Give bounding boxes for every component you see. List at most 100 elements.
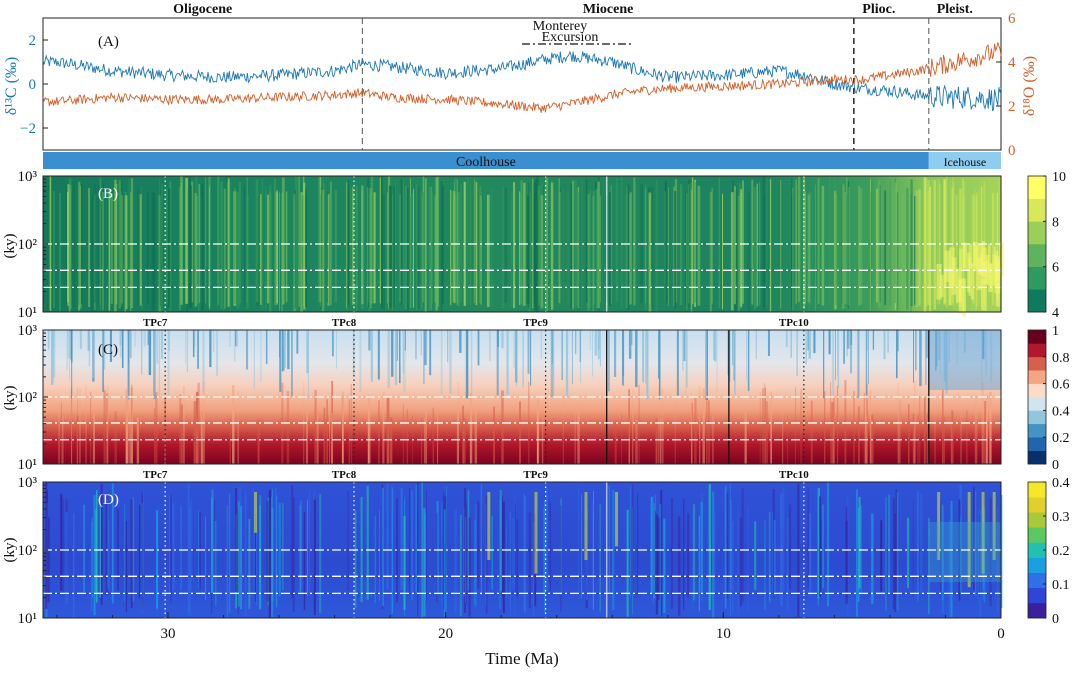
- heatmap-stripe: [989, 391, 992, 464]
- heatmap-stripe: [139, 194, 143, 306]
- heatmap-stripe: [707, 400, 710, 464]
- heatmap-stripe: [785, 330, 788, 348]
- heatmap-stripe: [629, 486, 632, 597]
- heatmap-stripe: [685, 193, 688, 310]
- heatmap-stripe: [230, 182, 232, 312]
- heatmap-stripe: [111, 483, 114, 604]
- heatmap-stripe: [194, 193, 197, 307]
- heatmap-stripe: [346, 181, 348, 309]
- heatmap-stripe: [334, 190, 337, 303]
- heatmap-stripe: [520, 180, 523, 305]
- monterey-annotation: Monterey Excursion: [522, 19, 633, 45]
- heatmap-stripe: [560, 505, 562, 613]
- heatmap-stripe: [172, 503, 175, 591]
- heatmap-stripe: [848, 186, 850, 306]
- heatmap-stripe: [984, 400, 987, 464]
- heatmap-stripe: [232, 385, 235, 464]
- heatmap-stripe: [524, 496, 526, 614]
- heatmap-stripe: [625, 194, 627, 309]
- heatmap-stripe: [771, 511, 773, 599]
- heatmap-highlight: [981, 241, 986, 274]
- heatmap-stripe: [131, 384, 133, 464]
- heatmap-stripe: [755, 330, 757, 360]
- heatmap-stripe: [810, 400, 813, 464]
- heatmap-stripe: [215, 330, 219, 376]
- heatmap-stripe: [766, 401, 768, 464]
- heatmap-stripe: [79, 185, 82, 309]
- colorbar-swatch: [1028, 482, 1046, 498]
- colorbar-tick-label: 0.3: [1052, 510, 1070, 525]
- heatmap-stripe: [732, 330, 734, 366]
- heatmap-stripe: [456, 408, 459, 464]
- heatmap-stripe: [773, 519, 776, 597]
- heatmap-stripe: [228, 493, 231, 614]
- heatmap-stripe: [767, 330, 770, 357]
- heatmap-stripe: [67, 192, 70, 303]
- heatmap-stripe: [936, 178, 940, 305]
- heatmap-stripe: [865, 330, 867, 395]
- heatmap-highlight: [944, 250, 951, 282]
- heatmap-stripe: [906, 187, 909, 310]
- heatmap-stripe: [663, 518, 666, 614]
- heatmap-stripe: [528, 192, 531, 312]
- heatmap-stripe: [107, 499, 109, 589]
- heatmap-stripe: [429, 186, 433, 311]
- heatmap-stripe: [759, 392, 761, 464]
- heatmap-stripe: [898, 411, 901, 464]
- heatmap-stripe: [454, 509, 457, 615]
- heatmap-stripe: [399, 330, 401, 384]
- heatmap-stripe: [661, 388, 664, 464]
- heatmap-stripe: [791, 187, 794, 311]
- heatmap-stripe: [683, 498, 685, 610]
- heatmap-stripe: [411, 490, 414, 601]
- heatmap-highlight: [962, 242, 966, 268]
- tpc-label: TPc9: [523, 469, 548, 481]
- heatmap-stripe: [746, 330, 748, 381]
- heatmap-stripe: [318, 176, 320, 303]
- heatmap-stripe: [951, 410, 954, 464]
- heatmap-stripe: [368, 330, 371, 351]
- heatmap-stripe: [833, 178, 835, 310]
- heatmap-stripe: [632, 389, 634, 464]
- heatmap-stripe: [580, 330, 582, 383]
- heatmap-stripe: [121, 330, 124, 368]
- heatmap-stripe: [694, 181, 696, 303]
- colorbar-swatch: [1028, 383, 1046, 398]
- heatmap-stripe: [807, 330, 809, 351]
- heatmap-stripe: [880, 185, 882, 305]
- heatmap-stripe: [835, 330, 836, 380]
- heatmap-stripe: [486, 194, 490, 308]
- heatmap-stripe: [764, 387, 766, 464]
- heatmap-stripe: [201, 411, 203, 464]
- heatmap-stripe: [368, 193, 371, 312]
- heatmap-stripe: [411, 193, 415, 309]
- heatmap-stripe: [966, 410, 968, 464]
- heatmap-stripe: [948, 520, 951, 618]
- heatmap-stripe: [577, 402, 580, 464]
- heatmap-stripe: [790, 330, 792, 358]
- heatmap-stripe: [211, 498, 213, 594]
- heatmap-stripe: [737, 504, 739, 614]
- colorbar-tick-label: 0.8: [1052, 351, 1070, 366]
- heatmap-stripe: [253, 487, 255, 603]
- heatmap-highlight: [949, 247, 955, 287]
- heatmap-stripe: [955, 194, 958, 312]
- heatmap-stripe: [307, 499, 308, 597]
- heatmap-stripe: [167, 330, 170, 397]
- y-axis-tick-label: 10¹: [18, 457, 38, 473]
- heatmap-stripe: [741, 488, 744, 603]
- heatmap-stripe: [155, 392, 158, 464]
- heatmap-stripe: [102, 330, 104, 392]
- heatmap-stripe: [220, 181, 223, 310]
- heatmap-stripe: [390, 417, 393, 464]
- heatmap-stripe: [313, 499, 316, 616]
- heatmap-highlight: [936, 264, 942, 300]
- heatmap-stripe: [658, 330, 660, 379]
- heatmap-stripe: [689, 182, 693, 307]
- heatmap-stripe: [67, 330, 70, 359]
- heatmap-stripe: [186, 330, 188, 373]
- heatmap-stripe: [323, 407, 326, 464]
- heatmap-stripe: [637, 493, 639, 597]
- heatmap-stripe: [501, 186, 505, 309]
- y-axis-tick-label: 10³: [18, 475, 38, 491]
